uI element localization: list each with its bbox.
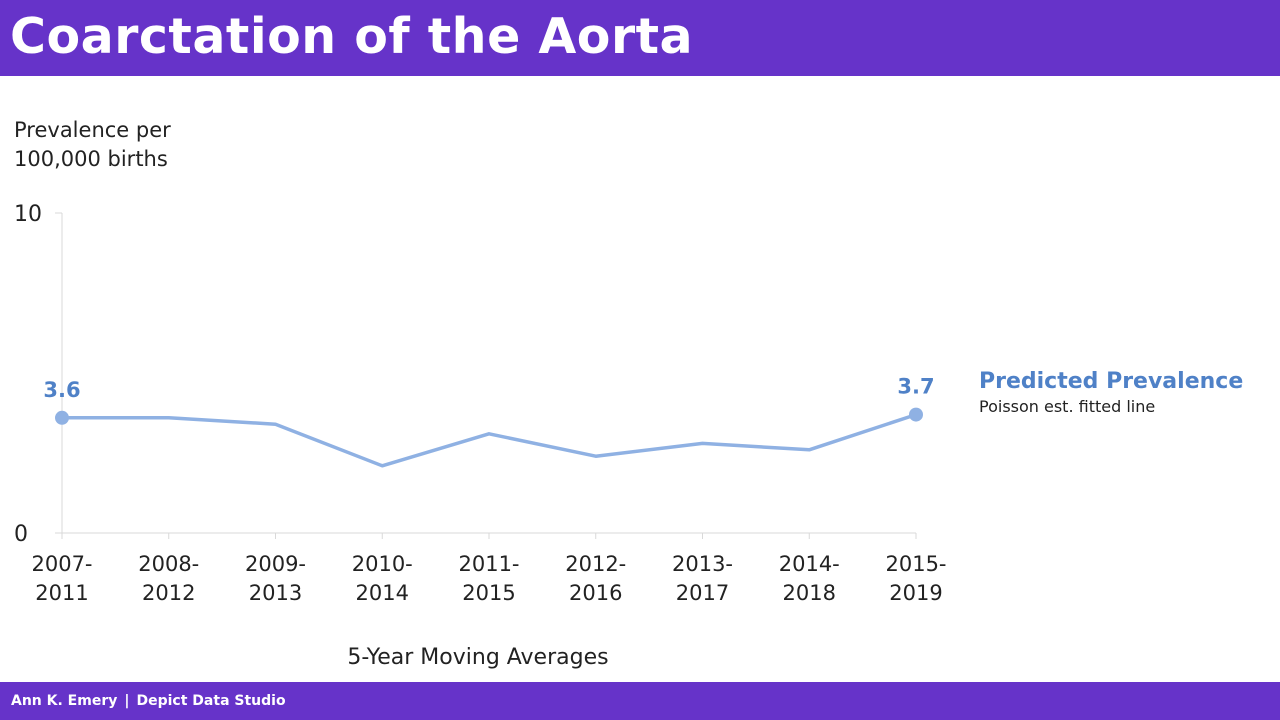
title-bar: Coarctation of the Aorta (0, 0, 1280, 76)
x-tick-label: 2012-2016 (565, 552, 626, 605)
x-axis-title: 5-Year Moving Averages (347, 645, 609, 670)
data-label: 3.7 (897, 375, 934, 399)
x-tick-label: 2014-2018 (779, 552, 840, 605)
footer-studio: Depict Data Studio (136, 693, 286, 709)
footer-separator: | (124, 693, 130, 709)
data-point-marker (55, 410, 69, 425)
footer-bar: Ann K. Emery | Depict Data Studio (0, 682, 1280, 720)
y-axis-title: Prevalence per 100,000 births (14, 118, 171, 171)
x-tick-label: 2009-2013 (245, 552, 306, 605)
series-legend-name: Predicted Prevalence (979, 369, 1244, 394)
series-line-predicted-prevalence (60, 412, 918, 468)
data-label: 3.6 (43, 378, 80, 402)
x-tick-label: 2010-2014 (352, 552, 413, 605)
y-tick-label: 10 (14, 202, 42, 227)
series-legend-description: Poisson est. fitted line (979, 397, 1156, 416)
x-tick-label: 2015-2019 (885, 552, 946, 605)
footer-credit: Ann K. Emery | Depict Data Studio (11, 691, 286, 711)
x-tick-label: 2007-2011 (31, 552, 92, 605)
y-tick-label: 0 (14, 522, 28, 547)
x-tick-label: 2013-2017 (672, 552, 733, 605)
data-point-marker (909, 407, 923, 422)
x-tick-label: 2011-2015 (458, 552, 519, 605)
page-title: Coarctation of the Aorta (10, 8, 694, 65)
x-tick-label: 2008-2012 (138, 552, 199, 605)
footer-author: Ann K. Emery (11, 693, 118, 709)
